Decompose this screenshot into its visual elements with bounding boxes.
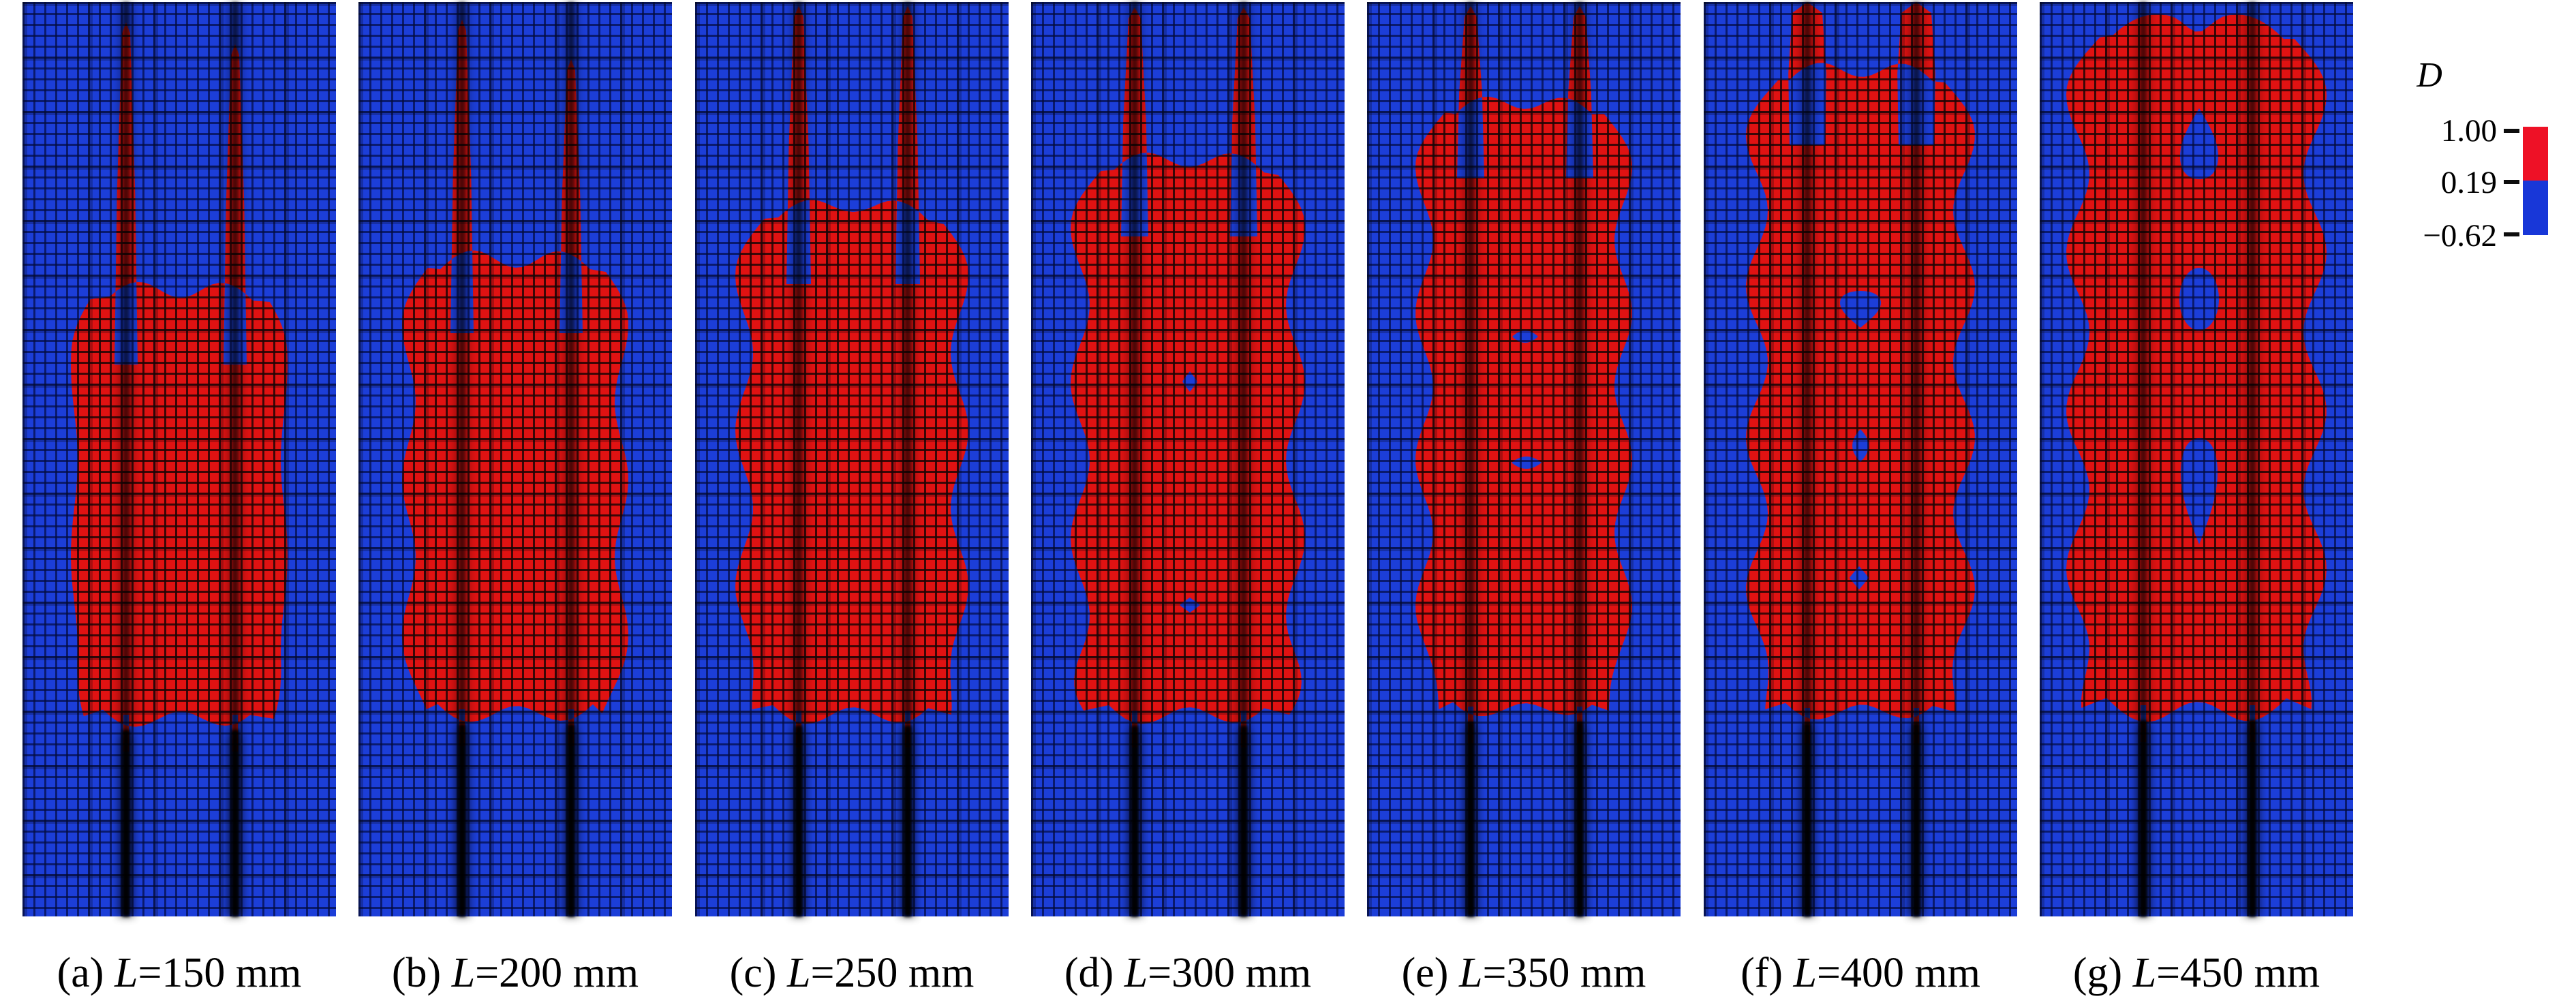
rebar-line [459, 2, 465, 916]
rebar-line [1467, 2, 1474, 916]
rebar-exposed-glow [2136, 726, 2150, 916]
rebar-line [123, 2, 129, 916]
tick-mark [2504, 232, 2519, 236]
rebar-line [904, 2, 911, 916]
mesh-panel-g [2040, 2, 2353, 916]
panel-caption-c: (c) L=250 mm [729, 950, 975, 996]
mesh-coarse-lines [2040, 2, 2353, 916]
legend-value-mid: 0.19 [2440, 165, 2497, 200]
panel-caption-b: (b) L=200 mm [391, 950, 639, 996]
rebar-line [1131, 2, 1138, 916]
colorbar-red-segment [2523, 127, 2548, 181]
rebar-exposed-glow [1910, 728, 1923, 916]
rebar-line [568, 2, 574, 916]
mesh-coarse-lines [22, 2, 336, 916]
mesh-panel-b [358, 2, 672, 916]
mesh-coarse-lines [1367, 2, 1681, 916]
rebar-line [795, 2, 802, 916]
tick-mark [2504, 129, 2519, 133]
rebar-exposed-glow [1800, 728, 1814, 916]
panel-caption-g: (g) L=450 mm [2072, 950, 2320, 996]
rebar-exposed-glow [901, 731, 915, 916]
mesh-panel-d [1031, 2, 1345, 916]
legend-value-max: 1.00 [2440, 113, 2497, 149]
rebar-exposed-glow [1573, 727, 1586, 916]
panel-caption-e: (e) L=350 mm [1401, 950, 1646, 996]
rebar-exposed-glow [564, 730, 578, 916]
rebar-line [232, 2, 239, 916]
rebar-line [1804, 2, 1811, 916]
rebar-exposed-glow [2245, 726, 2259, 916]
legend-value-min: −0.62 [2423, 218, 2497, 253]
mesh-panel-e [1367, 2, 1681, 916]
rebar-exposed-glow [119, 735, 133, 916]
mesh-coarse-lines [695, 2, 1009, 916]
tick-mark [2504, 180, 2519, 184]
mesh-panel-a [22, 2, 336, 916]
rebar-exposed-glow [228, 735, 242, 916]
rebar-exposed-glow [1237, 731, 1251, 916]
rebar-line [1240, 2, 1247, 916]
rebar-line [2249, 2, 2256, 916]
mesh-coarse-lines [1031, 2, 1345, 916]
legend-title: D [2417, 56, 2442, 95]
rebar-exposed-glow [792, 731, 806, 916]
panel-caption-d: (d) L=300 mm [1064, 950, 1312, 996]
panel-caption-a: (a) L=150 mm [57, 950, 302, 996]
mesh-coarse-lines [358, 2, 672, 916]
mesh-panel-f [1704, 2, 2017, 916]
rebar-exposed-glow [455, 730, 469, 916]
colorbar-blue-segment [2523, 181, 2548, 235]
panel-caption-f: (f) L=400 mm [1741, 950, 1980, 996]
rebar-exposed-glow [1464, 727, 1477, 916]
rebar-line [1576, 2, 1583, 916]
rebar-line [2140, 2, 2147, 916]
rebar-line [1913, 2, 1920, 916]
rebar-exposed-glow [1128, 731, 1141, 916]
mesh-coarse-lines [1704, 2, 2017, 916]
mesh-panel-c [695, 2, 1009, 916]
